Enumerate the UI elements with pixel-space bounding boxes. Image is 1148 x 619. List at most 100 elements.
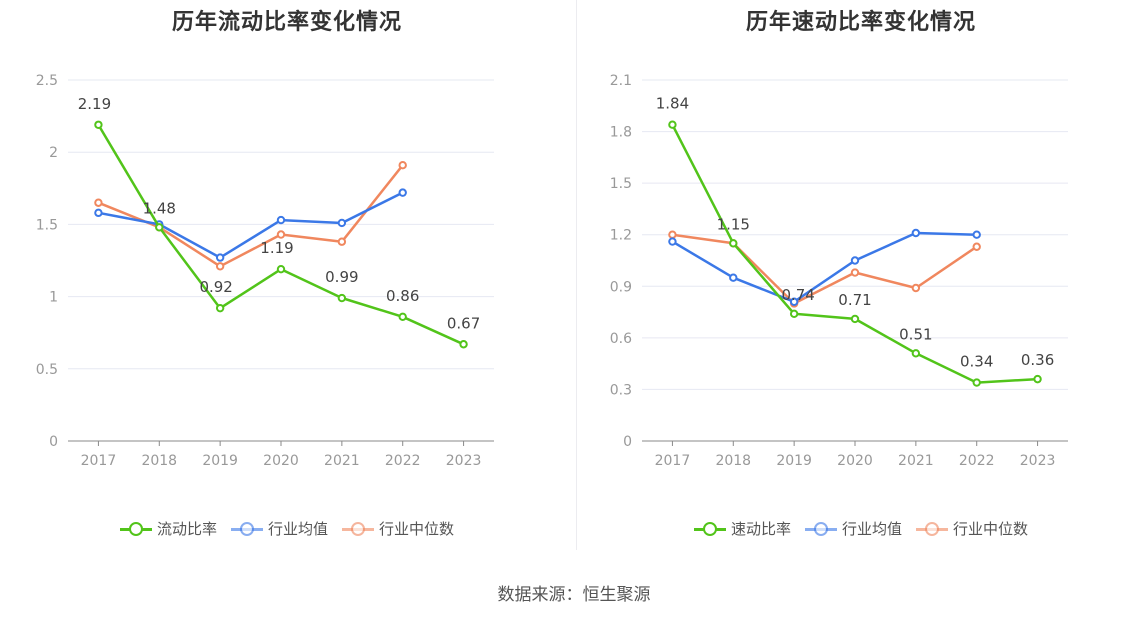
y-tick-label: 1 bbox=[49, 290, 58, 306]
y-tick-label: 0.5 bbox=[36, 362, 58, 378]
data-point bbox=[850, 314, 860, 324]
data-point bbox=[215, 262, 225, 271]
legend-swatch-icon bbox=[804, 519, 837, 539]
data-point bbox=[1033, 374, 1042, 384]
data-point bbox=[398, 188, 407, 197]
legend-swatch-icon bbox=[230, 519, 263, 539]
x-tick-label: 2019 bbox=[776, 453, 812, 469]
data-point bbox=[668, 120, 677, 129]
chart-title: 历年流动比率变化情况 bbox=[171, 10, 402, 35]
data-point bbox=[337, 293, 347, 303]
data-label: 0.67 bbox=[447, 314, 480, 332]
legend-label: 行业均值 bbox=[267, 520, 328, 538]
data-point bbox=[94, 198, 103, 207]
data-point bbox=[337, 237, 347, 246]
x-tick-label: 2017 bbox=[655, 453, 691, 469]
data-point bbox=[94, 208, 103, 218]
data-point bbox=[911, 283, 921, 293]
chart-title: 历年速动比率变化情况 bbox=[745, 10, 976, 35]
x-tick-label: 2017 bbox=[81, 453, 117, 469]
legend-label: 速动比率 bbox=[730, 520, 791, 538]
series-line bbox=[98, 191, 404, 259]
y-tick-label: 2.5 bbox=[36, 73, 58, 89]
x-tick-label: 2018 bbox=[715, 453, 751, 469]
data-point bbox=[276, 264, 286, 274]
data-point bbox=[911, 349, 921, 358]
data-label: 0.36 bbox=[1021, 351, 1054, 369]
data-point bbox=[398, 160, 407, 170]
data-label: 0.92 bbox=[199, 278, 232, 296]
data-point bbox=[911, 228, 921, 238]
data-point bbox=[668, 230, 677, 239]
data-label: 2.19 bbox=[78, 95, 111, 113]
chart-plot: 0 0.3 0.6 0.9 1.2 1.5 1.8 2.1 2017 2018 2019 2020 20… bbox=[610, 73, 1068, 469]
data-point bbox=[972, 242, 981, 251]
data-point bbox=[459, 340, 468, 349]
data-point bbox=[276, 215, 286, 225]
legend-label: 行业中位数 bbox=[953, 520, 1029, 538]
data-point bbox=[215, 303, 225, 313]
panel-divider bbox=[576, 0, 577, 550]
data-point bbox=[789, 309, 799, 318]
x-tick-label: 2021 bbox=[324, 453, 360, 469]
legend-label: 行业均值 bbox=[841, 520, 902, 538]
legend-item[interactable]: 行业中位数 bbox=[916, 518, 1028, 539]
data-point bbox=[850, 268, 860, 277]
legend-item[interactable]: 流动比率 bbox=[119, 518, 217, 539]
y-tick-label: 0 bbox=[49, 434, 58, 450]
data-label: 1.48 bbox=[143, 199, 176, 217]
y-tick-label: 1.2 bbox=[610, 228, 632, 244]
data-point bbox=[398, 312, 407, 322]
data-point bbox=[789, 297, 799, 306]
y-tick-label: 1.5 bbox=[610, 176, 632, 192]
x-tick-label: 2020 bbox=[837, 453, 873, 469]
data-label: 1.15 bbox=[717, 215, 750, 233]
series-line bbox=[671, 231, 977, 304]
x-tick-label: 2023 bbox=[446, 453, 482, 469]
data-label: 0.71 bbox=[838, 291, 871, 309]
data-point bbox=[729, 239, 738, 248]
series-line bbox=[671, 124, 1038, 384]
legend-item[interactable]: 行业均值 bbox=[230, 518, 328, 539]
data-point bbox=[94, 120, 103, 129]
y-tick-label: 0 bbox=[623, 434, 632, 450]
legend-swatch-icon bbox=[916, 519, 948, 539]
data-point bbox=[337, 218, 347, 228]
data-label: 0.99 bbox=[325, 268, 358, 286]
liquidity-ratio-chart: 历年流动比率变化情况 0 0.5 1 1.5 2 2.5 2017 2018 2019 2020 2… bbox=[0, 0, 574, 560]
legend-item[interactable]: 行业中位数 bbox=[342, 518, 454, 539]
data-label: 0.51 bbox=[899, 325, 932, 343]
y-tick-label: 0.3 bbox=[610, 382, 632, 398]
x-tick-label: 2020 bbox=[263, 453, 299, 469]
legend-item[interactable]: 行业均值 bbox=[804, 518, 902, 539]
data-point bbox=[276, 230, 286, 239]
chart-legend: 流动比率 行业均值 行业中位数 bbox=[0, 518, 574, 543]
x-tick-label: 2022 bbox=[959, 453, 995, 469]
data-point bbox=[668, 237, 677, 246]
data-point bbox=[155, 223, 164, 232]
data-label: 1.84 bbox=[656, 95, 689, 113]
data-point bbox=[972, 378, 981, 387]
legend-item[interactable]: 速动比率 bbox=[693, 518, 791, 539]
y-tick-label: 0.9 bbox=[610, 279, 632, 295]
quick-ratio-chart: 历年速动比率变化情况 0 0.3 0.6 0.9 1.2 1.5 1.8 2.1 2017 201… bbox=[574, 0, 1148, 560]
data-label: 0.34 bbox=[960, 353, 993, 371]
legend-swatch-icon bbox=[342, 519, 374, 539]
legend-label: 流动比率 bbox=[156, 520, 217, 538]
y-tick-label: 1.8 bbox=[610, 125, 632, 141]
y-tick-label: 1.5 bbox=[36, 217, 58, 233]
data-label: 0.74 bbox=[781, 286, 814, 304]
data-point bbox=[729, 273, 738, 282]
x-tick-label: 2019 bbox=[202, 453, 238, 469]
data-source: 数据来源：恒生聚源 bbox=[497, 585, 651, 605]
data-point bbox=[850, 256, 860, 265]
legend-swatch-icon bbox=[693, 519, 726, 539]
x-tick-label: 2021 bbox=[898, 453, 934, 469]
chart-plot: 0 0.5 1 1.5 2 2.5 2017 2018 2019 2020 2021 2022 2023… bbox=[36, 73, 494, 469]
data-label: 1.19 bbox=[260, 239, 293, 257]
x-tick-label: 2018 bbox=[141, 453, 177, 469]
y-tick-label: 0.6 bbox=[610, 331, 632, 347]
x-tick-label: 2023 bbox=[1020, 453, 1056, 469]
y-tick-label: 2.1 bbox=[610, 73, 632, 89]
x-tick-label: 2022 bbox=[385, 453, 421, 469]
